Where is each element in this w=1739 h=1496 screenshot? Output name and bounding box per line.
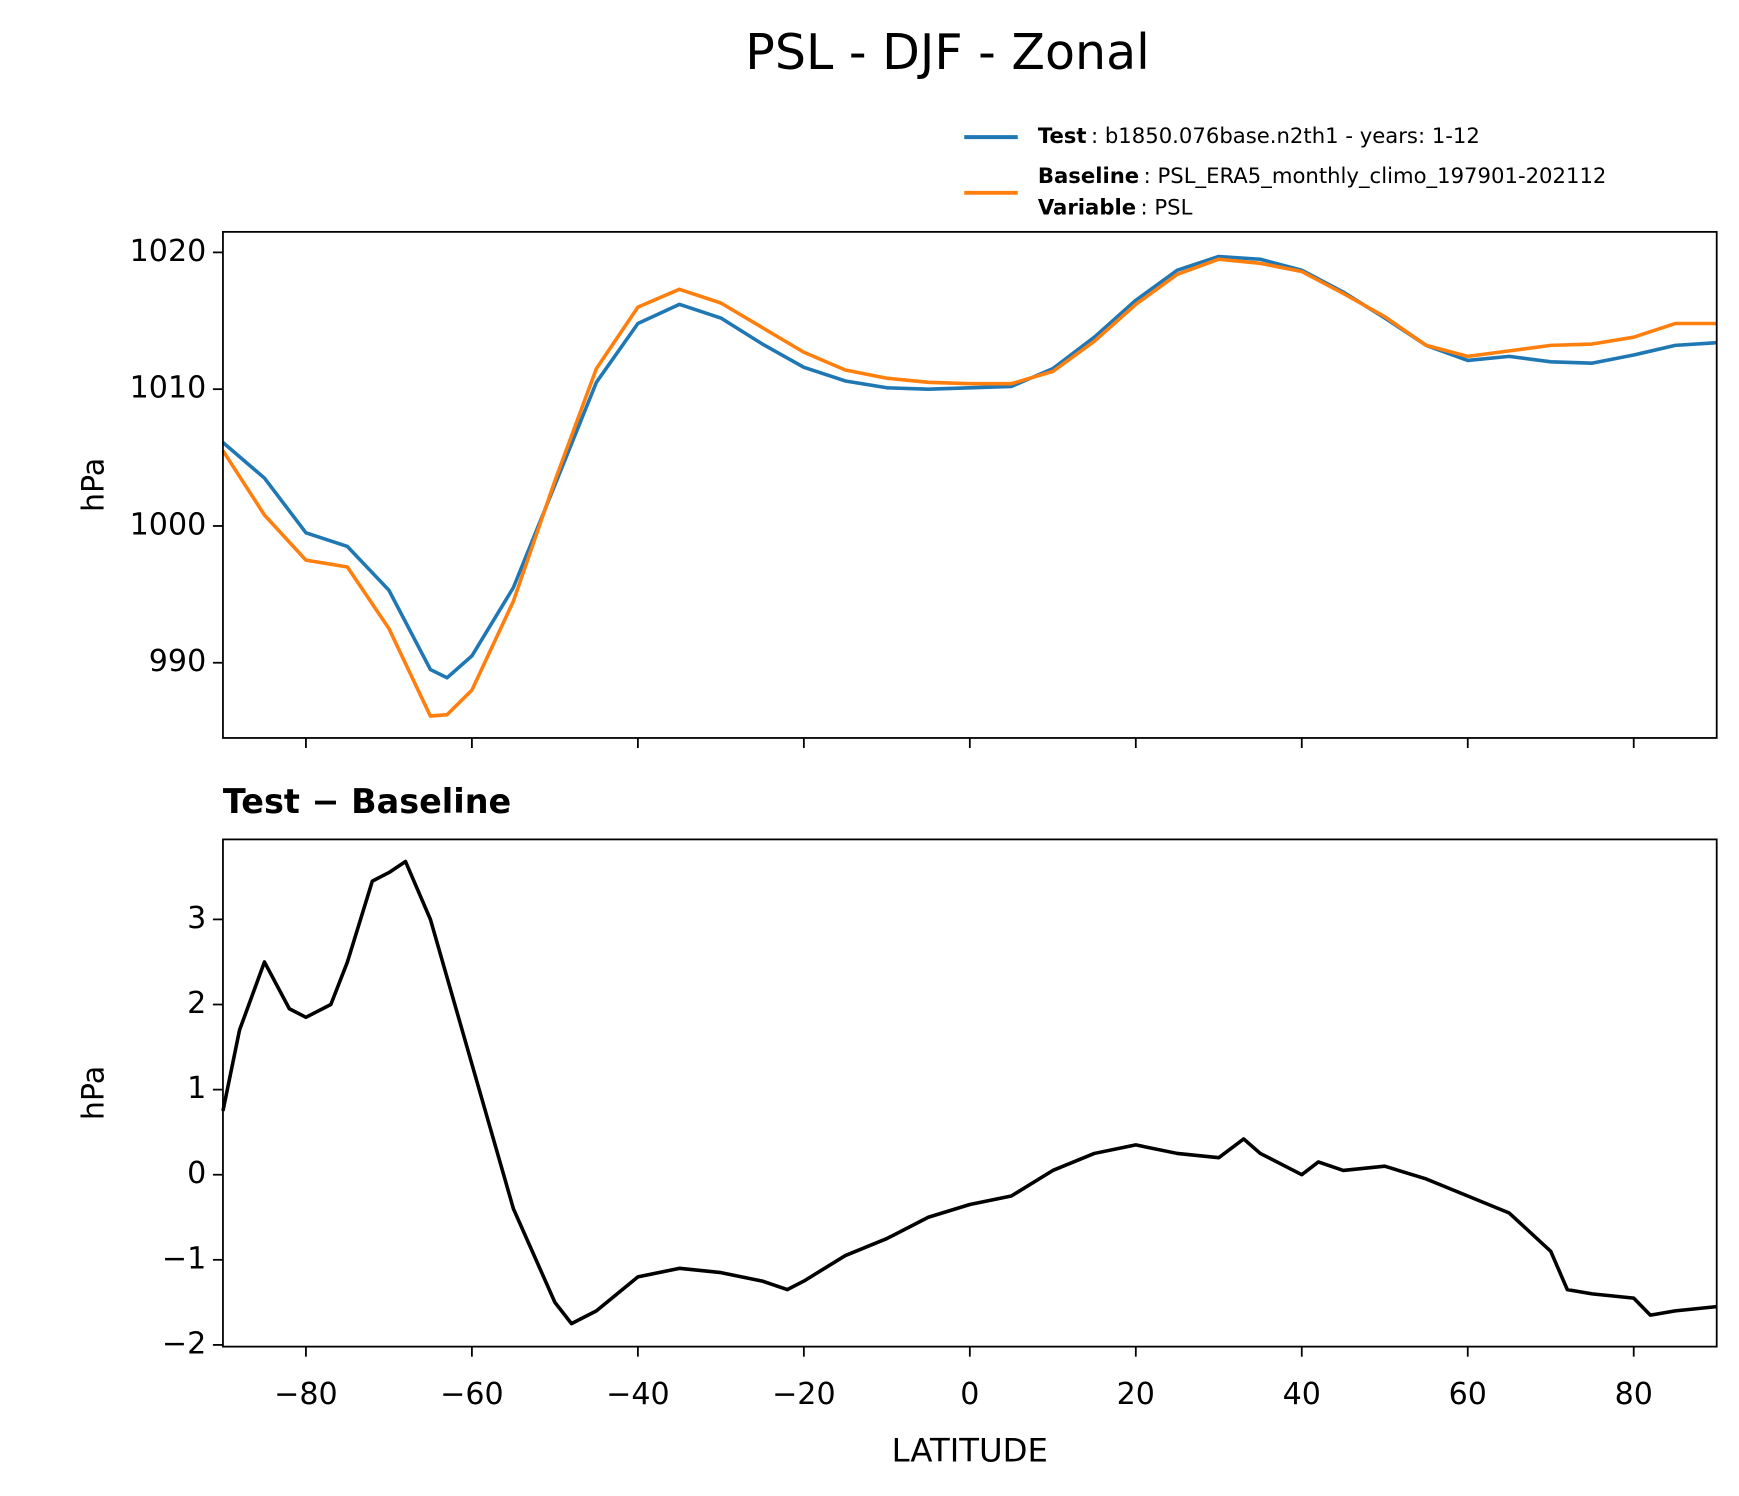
legend-text: : PSL_ERA5_monthly_climo_197901-202112 <box>1144 163 1607 189</box>
y-tick-label: 990 <box>149 644 206 679</box>
axes-title: Test − Baseline <box>223 782 511 821</box>
y-tick-label: 1000 <box>130 507 207 542</box>
legend: Test: b1850.076base.n2th1 - years: 1-12 B… <box>964 123 1606 219</box>
axes-frame <box>222 838 1718 1348</box>
x-tick-label: 60 <box>1449 1377 1487 1412</box>
x-tick-label: −20 <box>772 1377 835 1412</box>
legend-text: : PSL <box>1141 194 1193 219</box>
y-tick-label: 3 <box>187 901 206 936</box>
x-tick-label: −60 <box>440 1377 503 1412</box>
y-tick-label: −2 <box>162 1326 206 1361</box>
axes-frame <box>222 230 1718 739</box>
data-line <box>221 257 1717 718</box>
legend-entry: Baseline: PSL_ERA5_monthly_climo_197901-… <box>1038 163 1607 189</box>
y-axis-label: hPa <box>76 458 111 512</box>
legend-key: Variable <box>1038 194 1136 219</box>
y-axis-label: hPa <box>76 1066 111 1120</box>
legend-key: Test <box>1038 123 1087 148</box>
y-tick-label: −1 <box>162 1241 206 1276</box>
y-tick-label: 1020 <box>130 234 207 269</box>
legend-entry: Variable: PSL <box>1038 194 1193 219</box>
y-tick-label: 1010 <box>130 371 207 406</box>
figure-title: PSL - DJF - Zonal <box>745 23 1149 81</box>
y-tick-label: 0 <box>187 1156 206 1191</box>
y-tick-label: 2 <box>187 986 206 1021</box>
x-tick-label: 40 <box>1283 1377 1321 1412</box>
data-line <box>221 254 1717 680</box>
y-tick-label: 1 <box>187 1071 206 1106</box>
x-tick-label: −40 <box>606 1377 669 1412</box>
legend-key: Baseline <box>1038 163 1139 188</box>
x-axis-label: LATITUDE <box>892 1432 1048 1470</box>
legend-text: : b1850.076base.n2th1 - years: 1-12 <box>1091 123 1480 148</box>
x-tick-label: 20 <box>1117 1377 1155 1412</box>
legend-entry: Test: b1850.076base.n2th1 - years: 1-12 <box>1038 123 1480 148</box>
x-tick-label: 80 <box>1615 1377 1653 1412</box>
x-tick-label: 0 <box>960 1377 979 1412</box>
x-tick-label: −80 <box>274 1377 337 1412</box>
data-line <box>221 859 1717 1326</box>
